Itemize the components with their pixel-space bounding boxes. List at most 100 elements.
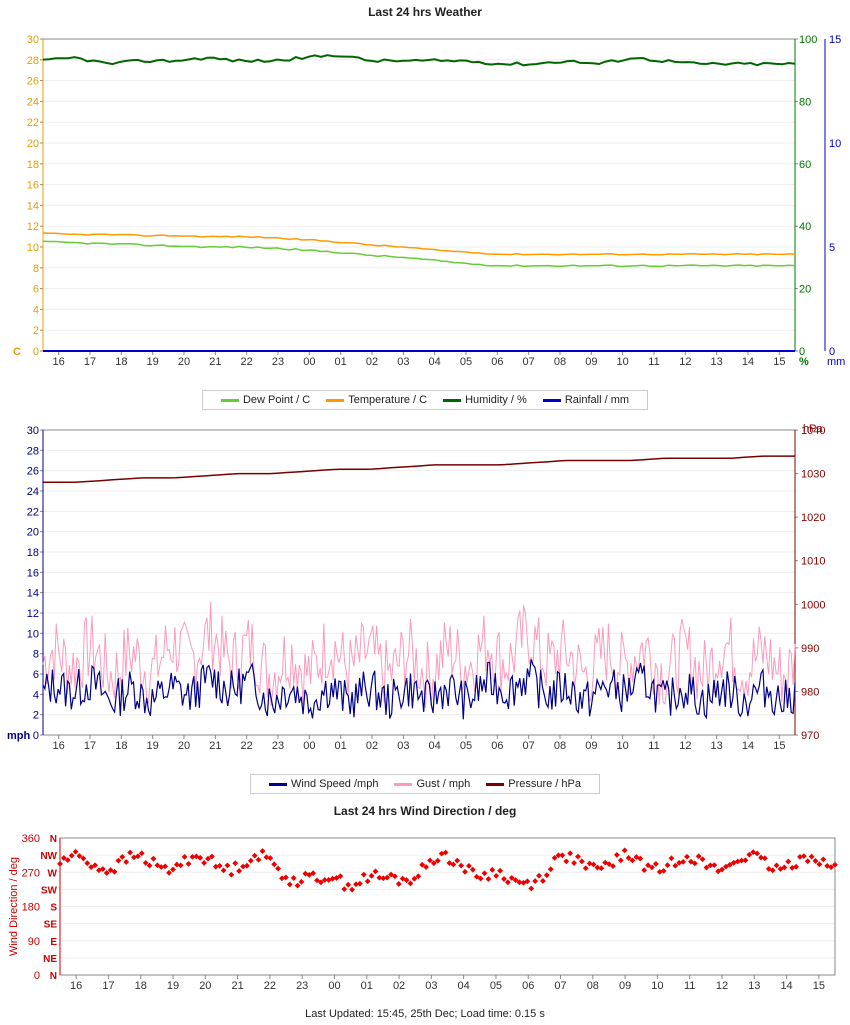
svg-text:09: 09 [585,740,597,752]
svg-text:05: 05 [460,356,472,368]
svg-text:N: N [50,834,57,845]
svg-text:08: 08 [554,356,566,368]
svg-text:5: 5 [829,242,835,254]
svg-text:10: 10 [617,740,629,752]
svg-text:%: % [799,356,809,368]
legend-item: Gust / mph [394,778,470,790]
svg-text:18: 18 [115,740,127,752]
svg-text:14: 14 [27,200,39,212]
svg-text:05: 05 [460,740,472,752]
svg-text:23: 23 [272,356,284,368]
svg-text:1020: 1020 [801,512,825,524]
chart1-title: Last 24 hrs Weather [5,5,845,19]
chart3-svg: 1617181920212223000102030405060708091011… [5,820,845,1000]
svg-text:02: 02 [366,356,378,368]
svg-text:12: 12 [679,740,691,752]
svg-text:8: 8 [33,263,39,275]
svg-text:20: 20 [799,284,811,296]
svg-text:20: 20 [178,740,190,752]
chart2-svg: 1617181920212223000102030405060708091011… [5,420,845,760]
svg-text:12: 12 [679,356,691,368]
svg-text:24: 24 [27,96,39,108]
svg-text:11: 11 [684,980,695,992]
svg-text:mm: mm [827,356,845,368]
svg-text:11: 11 [648,740,659,752]
svg-text:22: 22 [241,356,253,368]
svg-text:18: 18 [135,980,147,992]
svg-text:20: 20 [199,980,211,992]
svg-text:SE: SE [44,920,58,931]
svg-text:SW: SW [41,885,58,896]
svg-text:16: 16 [27,180,39,192]
svg-text:02: 02 [366,740,378,752]
svg-text:00: 00 [303,740,315,752]
svg-text:22: 22 [264,980,276,992]
svg-text:18: 18 [115,356,127,368]
svg-text:12: 12 [27,221,39,233]
svg-text:22: 22 [241,740,253,752]
svg-text:13: 13 [748,980,760,992]
svg-text:03: 03 [397,740,409,752]
svg-text:1000: 1000 [801,599,825,611]
svg-text:18: 18 [27,547,39,559]
svg-text:22: 22 [27,506,39,518]
svg-text:02: 02 [393,980,405,992]
legend-item: Pressure / hPa [486,778,581,790]
svg-text:26: 26 [27,466,39,478]
svg-text:05: 05 [490,980,502,992]
svg-text:09: 09 [585,356,597,368]
svg-text:270: 270 [22,867,40,879]
svg-text:00: 00 [328,980,340,992]
svg-text:13: 13 [711,740,723,752]
chart1-legend-row: Dew Point / CTemperature / CHumidity / %… [5,384,845,420]
svg-text:01: 01 [361,980,373,992]
legend-item: Dew Point / C [221,394,310,406]
svg-text:6: 6 [33,669,39,681]
svg-text:12: 12 [27,608,39,620]
svg-text:17: 17 [102,980,114,992]
svg-text:1030: 1030 [801,469,825,481]
svg-text:17: 17 [84,740,96,752]
svg-text:980: 980 [801,686,819,698]
svg-text:hPa: hPa [803,423,823,435]
svg-text:22: 22 [27,117,39,129]
weather-chart-1: Last 24 hrs Weather 16 17 18 19 20 21 22 23 00 01… [5,5,845,376]
svg-text:20: 20 [178,356,190,368]
svg-text:NE: NE [43,954,57,965]
svg-text:30: 30 [27,34,39,46]
svg-text:990: 990 [801,643,819,655]
svg-text:16: 16 [27,567,39,579]
svg-text:26: 26 [27,76,39,88]
chart1-legend: Dew Point / CTemperature / CHumidity / %… [202,390,648,410]
footer-text: Last Updated: 15:45, 25th Dec; Load time… [5,1008,845,1020]
svg-text:30: 30 [27,425,39,437]
svg-text:09: 09 [619,980,631,992]
svg-text:4: 4 [33,304,39,316]
svg-text:10: 10 [829,138,841,150]
svg-text:60: 60 [799,159,811,171]
svg-text:180: 180 [22,902,40,914]
svg-text:W: W [48,868,58,879]
svg-text:06: 06 [491,356,503,368]
svg-text:01: 01 [335,356,347,368]
svg-text:10: 10 [617,356,629,368]
svg-text:2: 2 [33,710,39,722]
svg-text:19: 19 [147,356,159,368]
svg-text:04: 04 [429,740,441,752]
svg-text:00: 00 [303,356,315,368]
svg-text:19: 19 [167,980,179,992]
svg-text:23: 23 [272,740,284,752]
svg-text:NW: NW [40,851,57,862]
svg-text:16: 16 [53,356,65,368]
svg-text:23: 23 [296,980,308,992]
svg-text:06: 06 [491,740,503,752]
svg-text:14: 14 [27,588,39,600]
svg-text:24: 24 [27,486,39,498]
svg-text:17: 17 [84,356,96,368]
svg-text:21: 21 [209,356,221,368]
svg-text:01: 01 [335,740,347,752]
svg-text:07: 07 [523,740,535,752]
svg-text:4: 4 [33,689,39,701]
svg-text:N: N [50,971,57,982]
svg-text:100: 100 [799,34,817,46]
